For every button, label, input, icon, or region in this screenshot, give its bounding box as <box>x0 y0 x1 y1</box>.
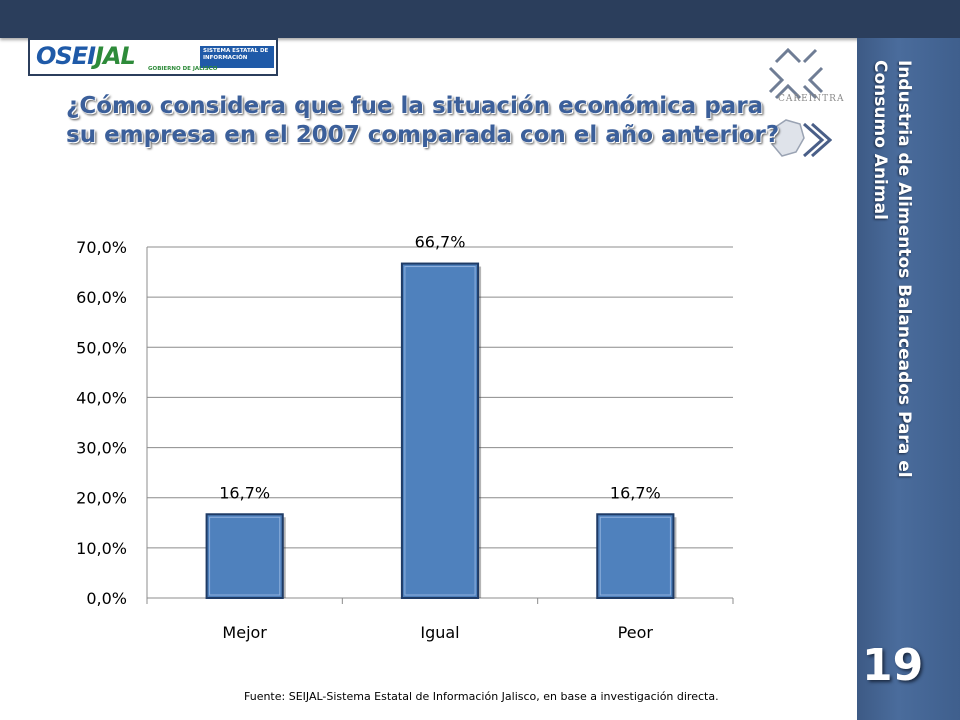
y-tick-label: 50,0% <box>76 338 127 357</box>
y-tick-label: 30,0% <box>76 439 127 458</box>
slide-title: ¿Cómo considera que fue la situación eco… <box>66 93 780 148</box>
x-tick-label: Igual <box>420 623 459 642</box>
bar-bevel <box>404 266 476 596</box>
y-tick-label: 0,0% <box>86 589 127 608</box>
bar-peor <box>596 513 675 599</box>
bar-bevel <box>599 516 671 596</box>
bar-mejor <box>205 513 284 599</box>
footnote: Fuente: SEIJAL-Sistema Estatal de Inform… <box>244 690 719 703</box>
careintra-logo-text: CAREINTRA <box>778 94 845 104</box>
logo-subtitle: SISTEMA ESTATAL DE INFORMACIÓN <box>200 46 274 68</box>
y-tick-label: 10,0% <box>76 539 127 558</box>
top-bar <box>0 0 960 38</box>
y-tick-label: 70,0% <box>76 238 127 257</box>
logo-name-a: OSEI <box>36 42 96 70</box>
bar-bevel <box>209 516 281 596</box>
x-tick-label: Mejor <box>222 623 267 642</box>
side-panel <box>857 38 960 720</box>
data-label: 16,7% <box>219 483 270 502</box>
careintra-logo-icon <box>768 47 832 158</box>
x-tick-label: Peor <box>618 623 654 642</box>
y-tick-label: 40,0% <box>76 388 127 407</box>
logo-name-b: JAL <box>95 42 136 70</box>
data-label: 16,7% <box>610 483 661 502</box>
slide-number: 19 <box>862 640 924 691</box>
seijal-logo: OSEIJAL SISTEMA ESTATAL DE INFORMACIÓN G… <box>28 38 278 76</box>
bar-igual <box>400 262 480 599</box>
y-tick-label: 60,0% <box>76 288 127 307</box>
seijal-logo-wordmark: OSEIJAL <box>36 42 136 70</box>
data-label: 66,7% <box>415 233 466 252</box>
y-tick-label: 20,0% <box>76 489 127 508</box>
side-title: Industria de Alimentos Balanceados Para … <box>870 60 914 478</box>
logo-gob: GOBIERNO DE JALISCO <box>148 66 218 72</box>
